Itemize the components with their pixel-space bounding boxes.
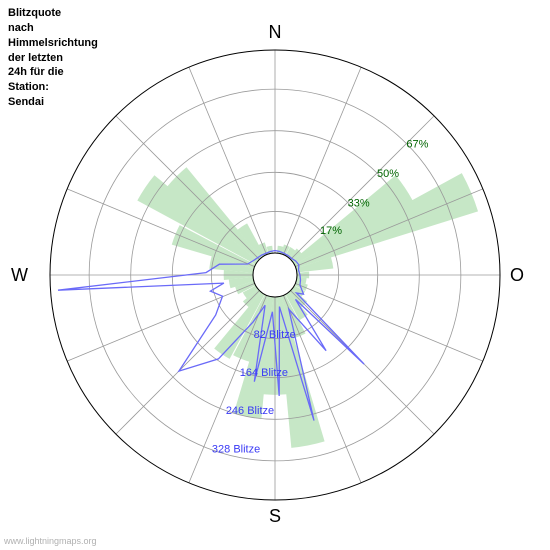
svg-text:328 Blitze: 328 Blitze: [212, 443, 260, 455]
attribution-text: www.lightningmaps.org: [4, 536, 97, 546]
svg-text:W: W: [11, 265, 28, 285]
svg-text:N: N: [269, 22, 282, 42]
svg-text:17%: 17%: [320, 225, 342, 237]
svg-text:33%: 33%: [348, 197, 370, 209]
svg-text:S: S: [269, 506, 281, 526]
polar-chart: N O S W 17% 33% 50% 67% 82 Blitze 164 Blitze 246 B…: [0, 0, 550, 550]
svg-text:O: O: [510, 265, 524, 285]
svg-text:164 Blitze: 164 Blitze: [240, 367, 288, 379]
svg-text:82 Blitze: 82 Blitze: [254, 329, 296, 341]
svg-text:67%: 67%: [406, 139, 428, 151]
svg-text:246 Blitze: 246 Blitze: [226, 405, 274, 417]
svg-text:50%: 50%: [377, 168, 399, 180]
